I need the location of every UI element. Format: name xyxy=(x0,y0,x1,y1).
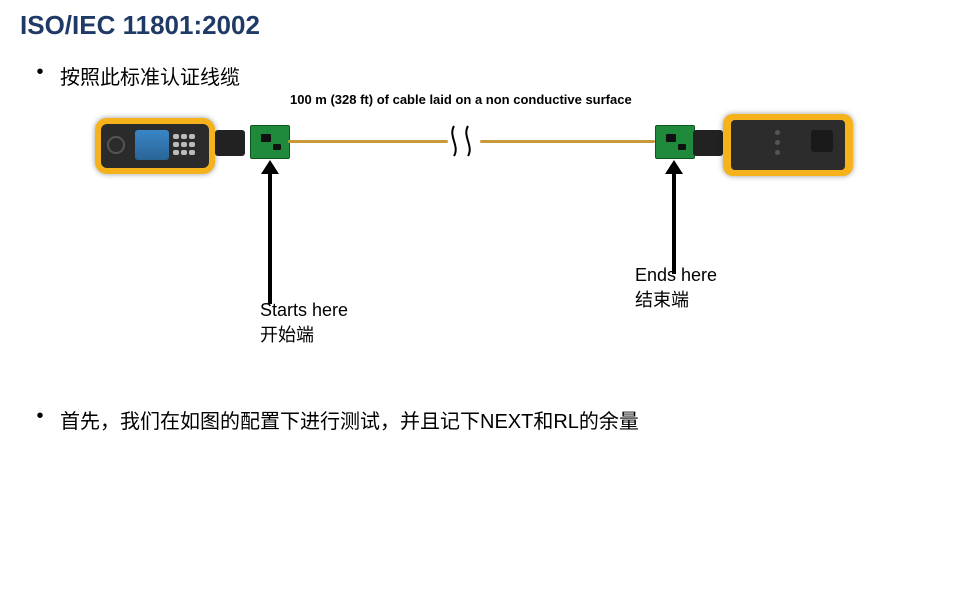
main-tester-device xyxy=(95,118,215,174)
cable-break-symbol xyxy=(448,124,480,158)
end-label-en: Ends here xyxy=(635,265,717,286)
arrow-end xyxy=(672,160,683,274)
adapter-right xyxy=(693,130,723,156)
end-label: Ends here 结束端 xyxy=(635,265,717,312)
start-label-zh: 开始端 xyxy=(260,321,348,347)
arrow-start xyxy=(268,160,279,304)
cable-test-diagram: 100 m (328 ft) of cable laid on a non co… xyxy=(90,100,910,360)
pcb-right xyxy=(655,125,695,159)
cable-caption: 100 m (328 ft) of cable laid on a non co… xyxy=(290,92,632,107)
bullet-dot: • xyxy=(20,405,60,428)
bullet-1-text: 按照此标准认证线缆 xyxy=(60,61,240,90)
pcb-left xyxy=(250,125,290,159)
bullet-dot: • xyxy=(20,61,60,84)
bullet-2-text: 首先，我们在如图的配置下进行测试，并且记下NEXT和RL的余量 xyxy=(60,405,639,434)
bullet-1: • 按照此标准认证线缆 xyxy=(20,61,940,90)
bullet-2: • 首先，我们在如图的配置下进行测试，并且记下NEXT和RL的余量 xyxy=(20,405,940,434)
cable-segment-right xyxy=(480,140,655,143)
cable-segment-left xyxy=(288,140,448,143)
page-title: ISO/IEC 11801:2002 xyxy=(20,10,940,41)
adapter-left xyxy=(215,130,245,156)
start-label-en: Starts here xyxy=(260,300,348,321)
end-label-zh: 结束端 xyxy=(635,286,717,312)
start-label: Starts here 开始端 xyxy=(260,300,348,347)
smart-remote-device xyxy=(723,114,853,176)
